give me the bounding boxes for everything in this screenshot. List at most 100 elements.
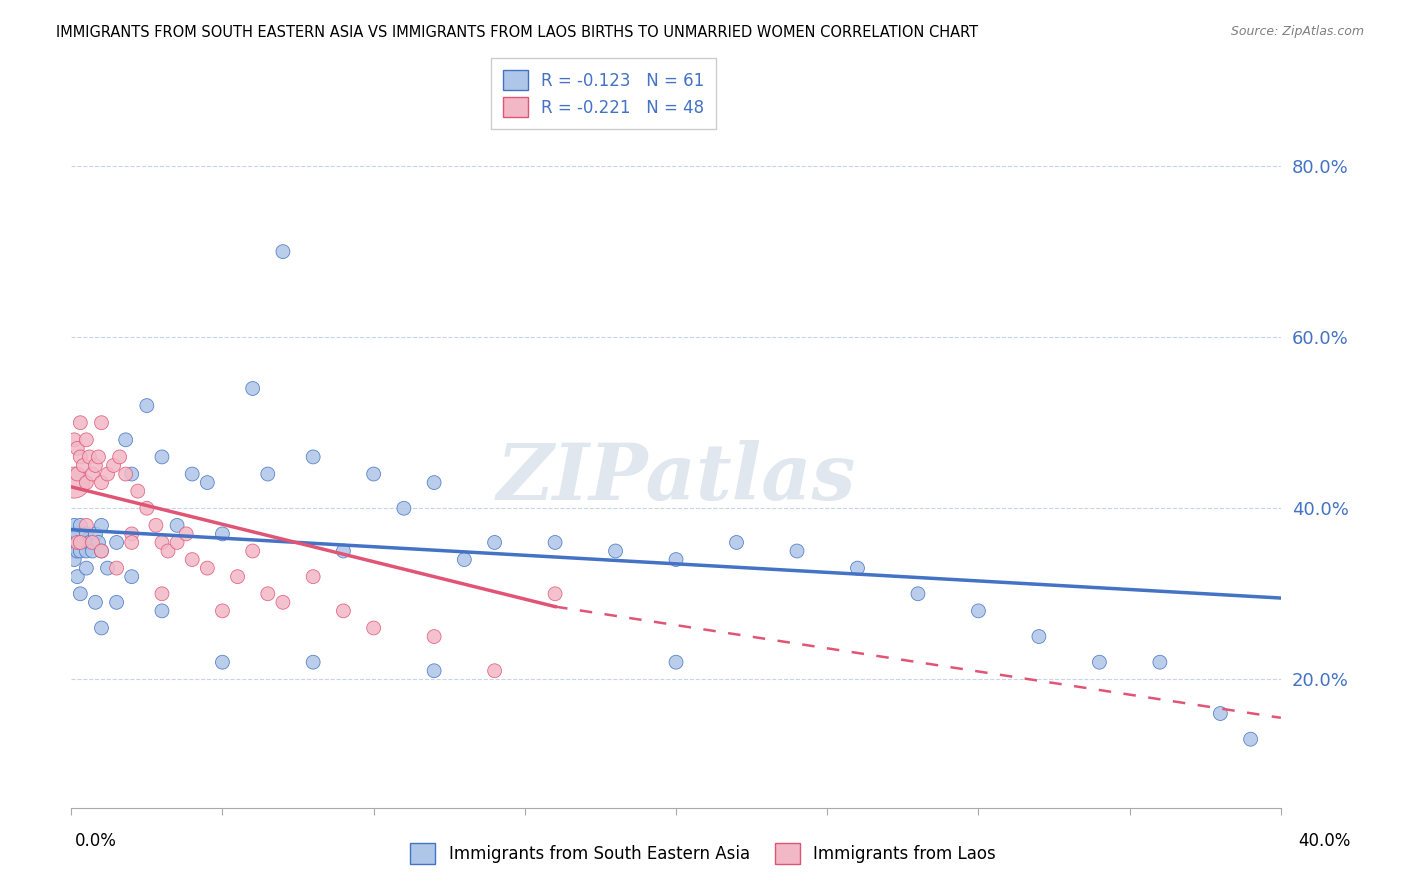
Point (907, 587, 929, 601)
Point (1209, 706, 1232, 721)
Point (363, 467, 385, 481)
Point (87, 450, 110, 464)
Point (82, 535, 104, 549)
Point (211, 655, 233, 669)
Point (63, 518, 86, 533)
Point (63, 535, 86, 549)
Point (665, 552, 688, 566)
Point (90, 544, 112, 558)
Point (69, 587, 91, 601)
Point (156, 544, 179, 558)
Point (423, 664, 446, 678)
Legend: Immigrants from South Eastern Asia, Immigrants from Laos: Immigrants from South Eastern Asia, Immi… (404, 837, 1002, 871)
Point (69, 544, 91, 558)
Point (75, 527, 97, 541)
Point (105, 595, 128, 609)
Legend: R = -0.123   N = 61, R = -0.221   N = 48: R = -0.123 N = 61, R = -0.221 N = 48 (491, 59, 716, 129)
Point (79, 450, 101, 464)
Point (66, 442, 89, 456)
Point (90, 518, 112, 533)
Point (135, 501, 157, 516)
Point (90, 621, 112, 635)
Point (195, 475, 218, 490)
Point (453, 552, 475, 566)
Point (105, 561, 128, 575)
Point (1239, 732, 1261, 747)
Point (121, 569, 143, 583)
Text: IMMIGRANTS FROM SOUTH EASTERN ASIA VS IMMIGRANTS FROM LAOS BIRTHS TO UNMARRIED W: IMMIGRANTS FROM SOUTH EASTERN ASIA VS IM… (56, 25, 979, 40)
Point (75, 544, 97, 558)
Point (75, 561, 97, 575)
Point (1149, 655, 1171, 669)
Point (87, 535, 110, 549)
Point (145, 518, 167, 533)
Text: 0.0%: 0.0% (75, 831, 117, 849)
Point (66, 527, 89, 541)
Point (79, 535, 101, 549)
Point (332, 544, 354, 558)
Point (226, 569, 249, 583)
Point (484, 664, 506, 678)
Point (105, 535, 128, 549)
Point (84, 595, 107, 609)
Point (150, 450, 173, 464)
Point (150, 535, 173, 549)
Point (121, 467, 143, 481)
Point (166, 535, 188, 549)
Point (84, 527, 107, 541)
Point (256, 467, 278, 481)
Point (108, 450, 131, 464)
Point (63, 552, 86, 566)
Point (135, 399, 157, 413)
Point (82, 544, 104, 558)
Point (69, 518, 91, 533)
Point (90, 475, 112, 490)
Point (127, 484, 149, 499)
Point (84, 458, 107, 473)
Point (90, 416, 112, 430)
Point (69, 535, 91, 549)
Point (271, 244, 294, 259)
Point (114, 467, 136, 481)
Point (256, 587, 278, 601)
Point (363, 621, 385, 635)
Point (392, 501, 415, 516)
Point (725, 535, 748, 549)
Point (332, 604, 354, 618)
Point (423, 475, 446, 490)
Point (242, 544, 264, 558)
Point (181, 467, 204, 481)
Text: Source: ZipAtlas.com: Source: ZipAtlas.com (1230, 25, 1364, 38)
Point (72, 535, 94, 549)
Point (66, 467, 89, 481)
Point (302, 655, 325, 669)
Point (1028, 630, 1050, 644)
Point (75, 518, 97, 533)
Point (69, 416, 91, 430)
Point (66, 544, 89, 558)
Point (786, 544, 808, 558)
Point (181, 552, 204, 566)
Point (605, 544, 627, 558)
Point (166, 518, 188, 533)
Point (846, 561, 869, 575)
Point (75, 433, 97, 447)
Text: ZIPatlas: ZIPatlas (496, 440, 856, 516)
Point (665, 655, 688, 669)
Point (82, 467, 104, 481)
Point (1088, 655, 1111, 669)
Point (103, 458, 125, 473)
Point (90, 544, 112, 558)
Point (484, 535, 506, 549)
Point (69, 450, 91, 464)
Point (63, 433, 86, 447)
Point (96, 561, 118, 575)
Point (75, 475, 97, 490)
Point (242, 382, 264, 396)
Point (211, 604, 233, 618)
Point (66, 569, 89, 583)
Point (66, 535, 89, 549)
Point (211, 527, 233, 541)
Point (195, 561, 218, 575)
Point (544, 587, 567, 601)
